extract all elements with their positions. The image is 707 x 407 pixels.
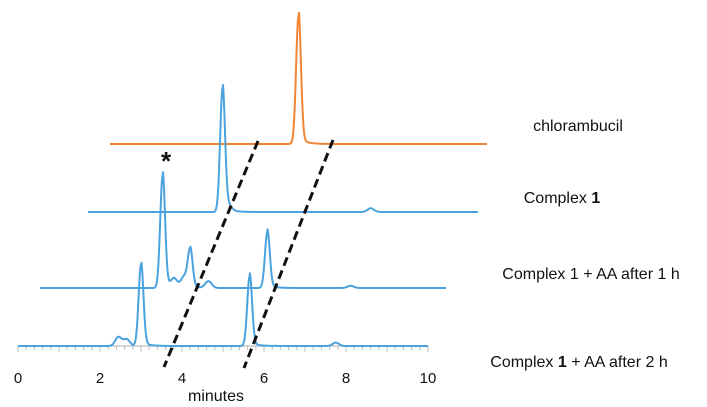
trace-label-group: chlorambucil Complex 1 Complex 1 + AA afte… [490, 118, 679, 371]
x-axis: 0 2 4 6 8 10 [14, 345, 437, 387]
trace-label-4: Complex 1 + AA after 2 h [490, 354, 667, 371]
annotation-asterisk: * [161, 146, 172, 176]
dashed-guide-line [162, 140, 260, 368]
x-tick-label: 2 [96, 370, 104, 387]
dashed-guide-group [162, 139, 335, 369]
trace-group [17, 11, 488, 347]
trace-line-4 [17, 261, 429, 347]
dashed-guide-line [242, 139, 335, 369]
trace-line-2 [87, 83, 479, 213]
x-tick-label: 8 [342, 370, 350, 387]
trace-label-2: Complex 1 [524, 190, 601, 207]
trace-label-1: chlorambucil [533, 118, 623, 135]
trace-line-1 [109, 11, 488, 145]
x-tick-label: 6 [260, 370, 268, 387]
x-axis-title: minutes [188, 388, 244, 405]
x-tick-label: 10 [420, 370, 437, 387]
x-tick-label: 0 [14, 370, 22, 387]
trace-line-3 [39, 171, 447, 289]
trace-label-3: Complex 1 + AA after 1 h [502, 266, 679, 283]
x-tick-label: 4 [178, 370, 186, 387]
